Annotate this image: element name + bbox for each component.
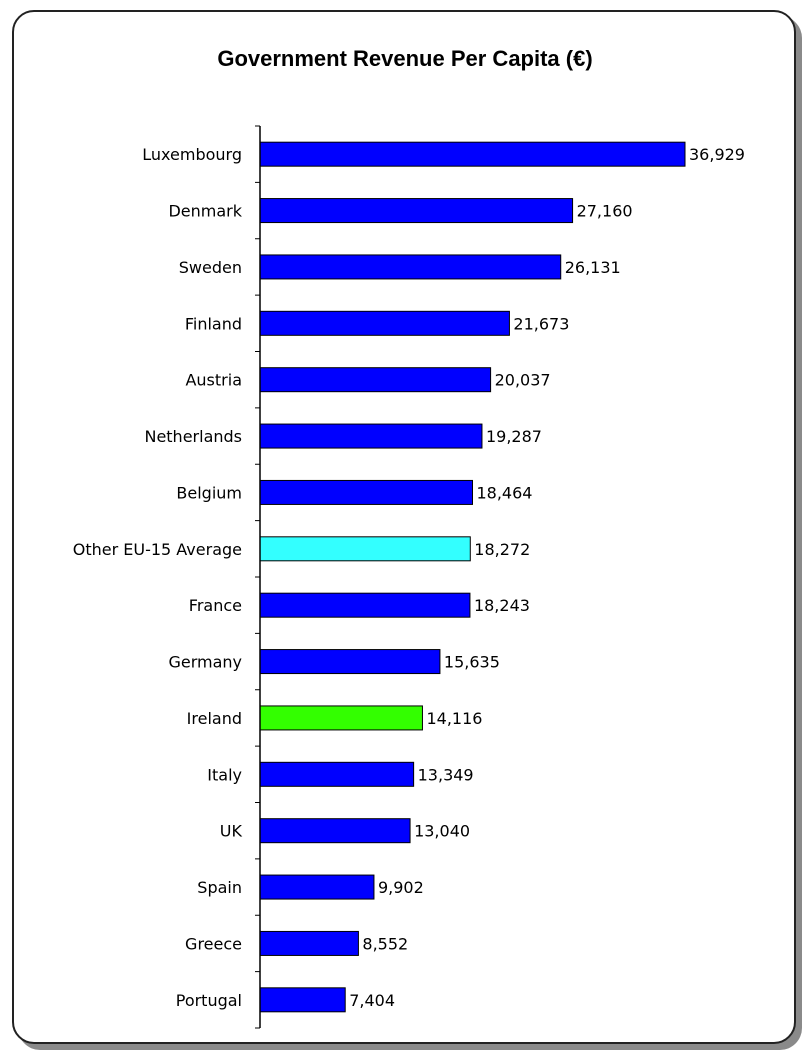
bar-ireland [259, 705, 423, 731]
bar-netherlands [259, 423, 483, 449]
bar-other-eu-15-average [259, 536, 471, 562]
category-label: Netherlands [144, 427, 242, 446]
category-label: Spain [197, 878, 242, 897]
bar-uk [259, 818, 411, 844]
bar-finland [259, 310, 510, 336]
value-label: 27,160 [577, 202, 633, 221]
value-label: 13,349 [418, 765, 474, 784]
category-label: France [189, 596, 242, 615]
value-label: 19,287 [486, 427, 542, 446]
value-label: 8,552 [362, 934, 408, 953]
value-label: 15,635 [444, 653, 500, 672]
value-label: 18,464 [476, 483, 532, 502]
value-label: 7,404 [349, 991, 395, 1010]
bar-italy [259, 761, 415, 787]
category-label: Belgium [176, 483, 242, 502]
category-label: Austria [185, 371, 242, 390]
category-label: Denmark [168, 202, 242, 221]
value-label: 13,040 [414, 822, 470, 841]
category-label: Germany [168, 653, 242, 672]
bar-france [259, 592, 471, 618]
value-label: 9,902 [378, 878, 424, 897]
value-label: 20,037 [495, 371, 551, 390]
category-label: Greece [185, 934, 242, 953]
category-label: Ireland [187, 709, 242, 728]
category-label: Portugal [176, 991, 242, 1010]
category-label: Finland [185, 314, 242, 333]
value-label: 26,131 [565, 258, 621, 277]
value-label: 14,116 [426, 709, 482, 728]
bar-belgium [259, 479, 473, 505]
category-label: Italy [207, 765, 242, 784]
bar-austria [259, 367, 492, 393]
bar-sweden [259, 254, 562, 280]
category-label: Other EU-15 Average [73, 540, 242, 559]
value-label: 18,243 [474, 596, 530, 615]
bar-spain [259, 874, 375, 900]
category-label: Luxembourg [142, 145, 242, 164]
bar-denmark [259, 198, 574, 224]
value-label: 18,272 [474, 540, 530, 559]
bar-germany [259, 649, 441, 675]
category-label: UK [220, 822, 243, 841]
chart-title: Government Revenue Per Capita (€) [217, 46, 593, 71]
bar-portugal [259, 987, 346, 1013]
value-label: 36,929 [689, 145, 745, 164]
chart-frame [12, 10, 796, 1044]
bar-luxembourg [259, 141, 686, 167]
value-label: 21,673 [513, 314, 569, 333]
category-label: Sweden [179, 258, 242, 277]
bar-greece [259, 930, 359, 956]
